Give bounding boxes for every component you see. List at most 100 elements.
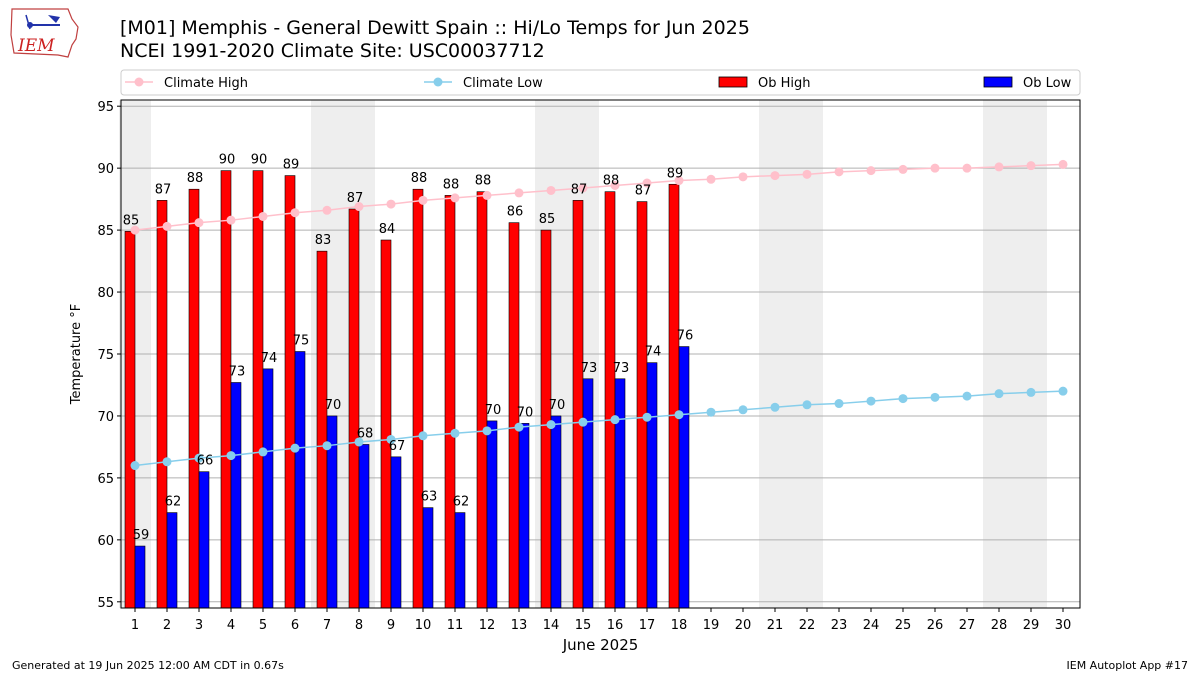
climate-high-point <box>418 195 428 205</box>
climate-low-point <box>674 410 684 420</box>
climate-low-point <box>866 396 876 406</box>
ob-low-bar <box>582 378 594 609</box>
ob-high-bar <box>668 183 680 609</box>
climate-high-line <box>134 163 1064 231</box>
climate-high-point <box>706 174 716 184</box>
legend-climate-high-label: Climate High <box>164 76 248 91</box>
climate-high-point <box>578 183 588 193</box>
ob-high-label: 89 <box>667 166 684 181</box>
ob-high-label: 89 <box>283 158 300 173</box>
climate-low-point <box>738 405 748 415</box>
ob-low-bar <box>230 382 242 609</box>
climate-high-point <box>482 190 492 200</box>
climate-low-point <box>514 422 524 432</box>
chart-subtitle: NCEI 1991-2020 Climate Site: USC00037712 <box>120 40 545 62</box>
climate-low-point <box>354 437 364 447</box>
y-tick-label: 55 <box>97 596 114 611</box>
x-tick-label: 12 <box>479 618 496 633</box>
ob-low-bar <box>518 423 530 609</box>
ob-high-label: 88 <box>443 177 460 192</box>
ob-low-bar <box>134 545 146 609</box>
ob-low-bar <box>198 471 210 609</box>
ob-low-label: 70 <box>517 405 534 420</box>
x-tick-label: 8 <box>355 618 363 633</box>
climate-low-point <box>578 417 588 427</box>
ob-high-bar <box>124 231 136 609</box>
y-tick-label: 80 <box>97 286 114 301</box>
x-tick-label: 5 <box>259 618 267 633</box>
climate-low-point <box>258 447 268 457</box>
climate-high-point <box>450 193 460 203</box>
climate-high-point <box>994 162 1004 172</box>
legend-climate-low-label: Climate Low <box>463 76 543 91</box>
climate-high-point <box>738 172 748 182</box>
ob-low-label: 76 <box>677 329 694 344</box>
x-tick-label: 30 <box>1055 618 1072 633</box>
ob-high-bar <box>412 188 424 609</box>
climate-high-point <box>866 166 876 176</box>
ob-high-bar <box>572 200 584 609</box>
ob-low-bar <box>454 512 466 609</box>
ob-high-bar <box>316 250 328 609</box>
ob-high-label: 86 <box>507 205 524 220</box>
ob-low-bar <box>262 368 274 609</box>
logo-flag <box>48 15 60 23</box>
climate-low-point <box>962 391 972 401</box>
y-tick-label: 70 <box>97 410 114 425</box>
ob-high-bar <box>604 191 616 609</box>
ob-high-label: 87 <box>347 191 364 206</box>
ob-high-label: 88 <box>187 171 204 186</box>
ob-low-bar <box>294 351 306 609</box>
ob-high-bar <box>156 200 168 609</box>
ob-high-bar <box>476 191 488 609</box>
climate-low-point <box>322 441 332 451</box>
x-tick-label: 16 <box>607 618 624 633</box>
x-tick-label: 25 <box>895 618 912 633</box>
x-tick-label: 18 <box>671 618 688 633</box>
ob-low-label: 68 <box>357 426 374 441</box>
climate-low-point <box>610 415 620 425</box>
x-axis-label: June 2025 <box>562 636 639 654</box>
climate-high-point <box>386 199 396 209</box>
climate-high-point <box>290 208 300 218</box>
x-tick-label: 10 <box>415 618 432 633</box>
y-tick-label: 85 <box>97 224 114 239</box>
ob-high-label: 85 <box>539 212 556 227</box>
climate-high-point <box>674 176 684 186</box>
climate-low-point <box>386 434 396 444</box>
ob-high-label: 85 <box>123 213 140 228</box>
y-tick-label: 75 <box>97 348 114 363</box>
y-tick-label: 60 <box>97 534 114 549</box>
ob-low-label: 75 <box>293 334 310 349</box>
chart-title: [M01] Memphis - General Dewitt Spain :: … <box>120 17 750 39</box>
ob-low-label: 62 <box>165 495 182 510</box>
legend-ob-low-label: Ob Low <box>1023 76 1072 91</box>
ob-low-label: 70 <box>485 403 502 418</box>
x-tick-label: 15 <box>575 618 592 633</box>
ob-low-bar <box>550 415 562 609</box>
climate-high-point <box>546 185 556 195</box>
ob-high-bar <box>380 239 392 609</box>
x-tick-label: 27 <box>959 618 976 633</box>
y-tick-label: 90 <box>97 162 114 177</box>
climate-high-point <box>610 180 620 190</box>
ob-high-label: 87 <box>571 182 588 197</box>
legend-ob-high-label: Ob High <box>758 76 811 91</box>
climate-low-point <box>450 428 460 438</box>
x-tick-label: 4 <box>227 618 235 633</box>
climate-high-point <box>130 225 140 235</box>
ob-high-label: 88 <box>411 171 428 186</box>
iowa-outline <box>10 8 79 58</box>
x-tick-label: 17 <box>639 618 656 633</box>
ob-high-label: 84 <box>379 222 396 237</box>
ob-low-label: 73 <box>581 361 598 376</box>
ob-low-bar <box>614 378 626 609</box>
climate-high-point <box>1026 161 1036 171</box>
ob-low-label: 59 <box>133 528 150 543</box>
climate-high-point <box>642 178 652 188</box>
ob-low-label: 74 <box>261 351 278 366</box>
climate-low-point <box>226 451 236 461</box>
x-tick-label: 1 <box>131 618 139 633</box>
ob-high-label: 90 <box>219 153 236 168</box>
